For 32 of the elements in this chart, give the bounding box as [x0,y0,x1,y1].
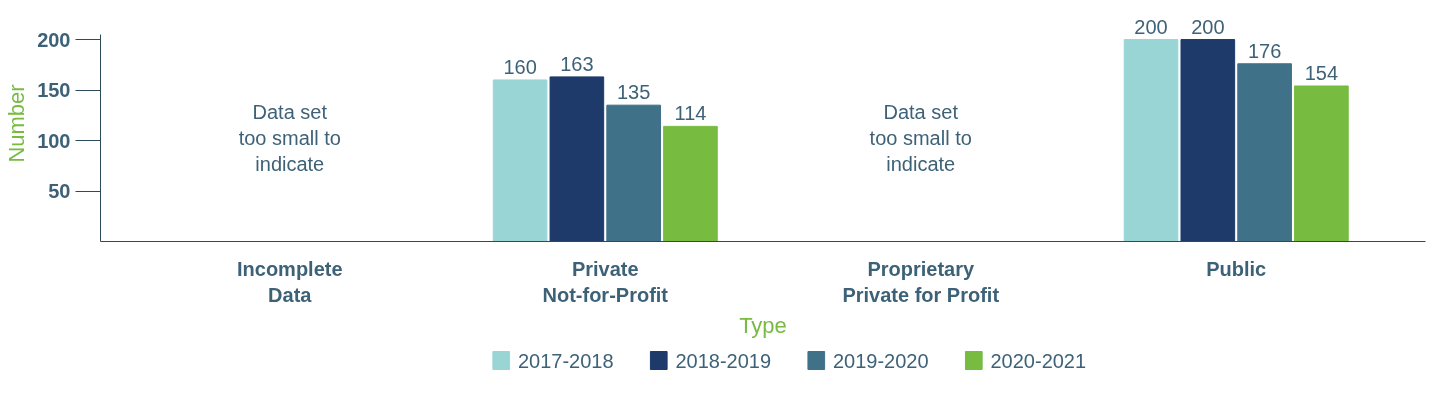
bar [1237,63,1292,242]
legend-label: 2019-2020 [832,349,929,372]
x-axis-title: Type [739,312,787,338]
y-tick-label: 200 [37,28,71,51]
x-tick-label: Incomplete Data [237,257,343,306]
bar [1180,39,1236,242]
x-tick-label: Proprietary Private for Profit [842,257,1000,306]
data-label: 114 [674,102,707,125]
bar [549,76,605,242]
y-axis-title: Number [4,84,30,163]
annotation: Data set too small to indicate [238,100,341,176]
bar [492,79,548,242]
bar [1294,85,1349,242]
legend-label: 2018-2019 [675,349,772,372]
data-label: 200 [1191,15,1225,38]
y-tick-label: 100 [37,129,71,152]
legend-label: 2020-2021 [990,349,1087,372]
data-label: 135 [616,81,651,104]
y-tick-label: 150 [37,79,71,102]
data-label: 163 [560,52,594,75]
bar [606,104,661,242]
bar [663,125,718,242]
data-label: 160 [503,55,537,78]
x-tick-label: Private Not-for-Profit [542,257,669,306]
data-label: 176 [1247,39,1282,62]
annotation: Data set too small to indicate [869,100,972,176]
bar [1123,39,1179,242]
data-label: 154 [1304,61,1339,84]
data-label: 200 [1134,15,1168,38]
y-tick-label: 50 [48,180,71,203]
legend-label: 2017-2018 [517,349,614,372]
x-tick-label: Public [1206,257,1267,280]
